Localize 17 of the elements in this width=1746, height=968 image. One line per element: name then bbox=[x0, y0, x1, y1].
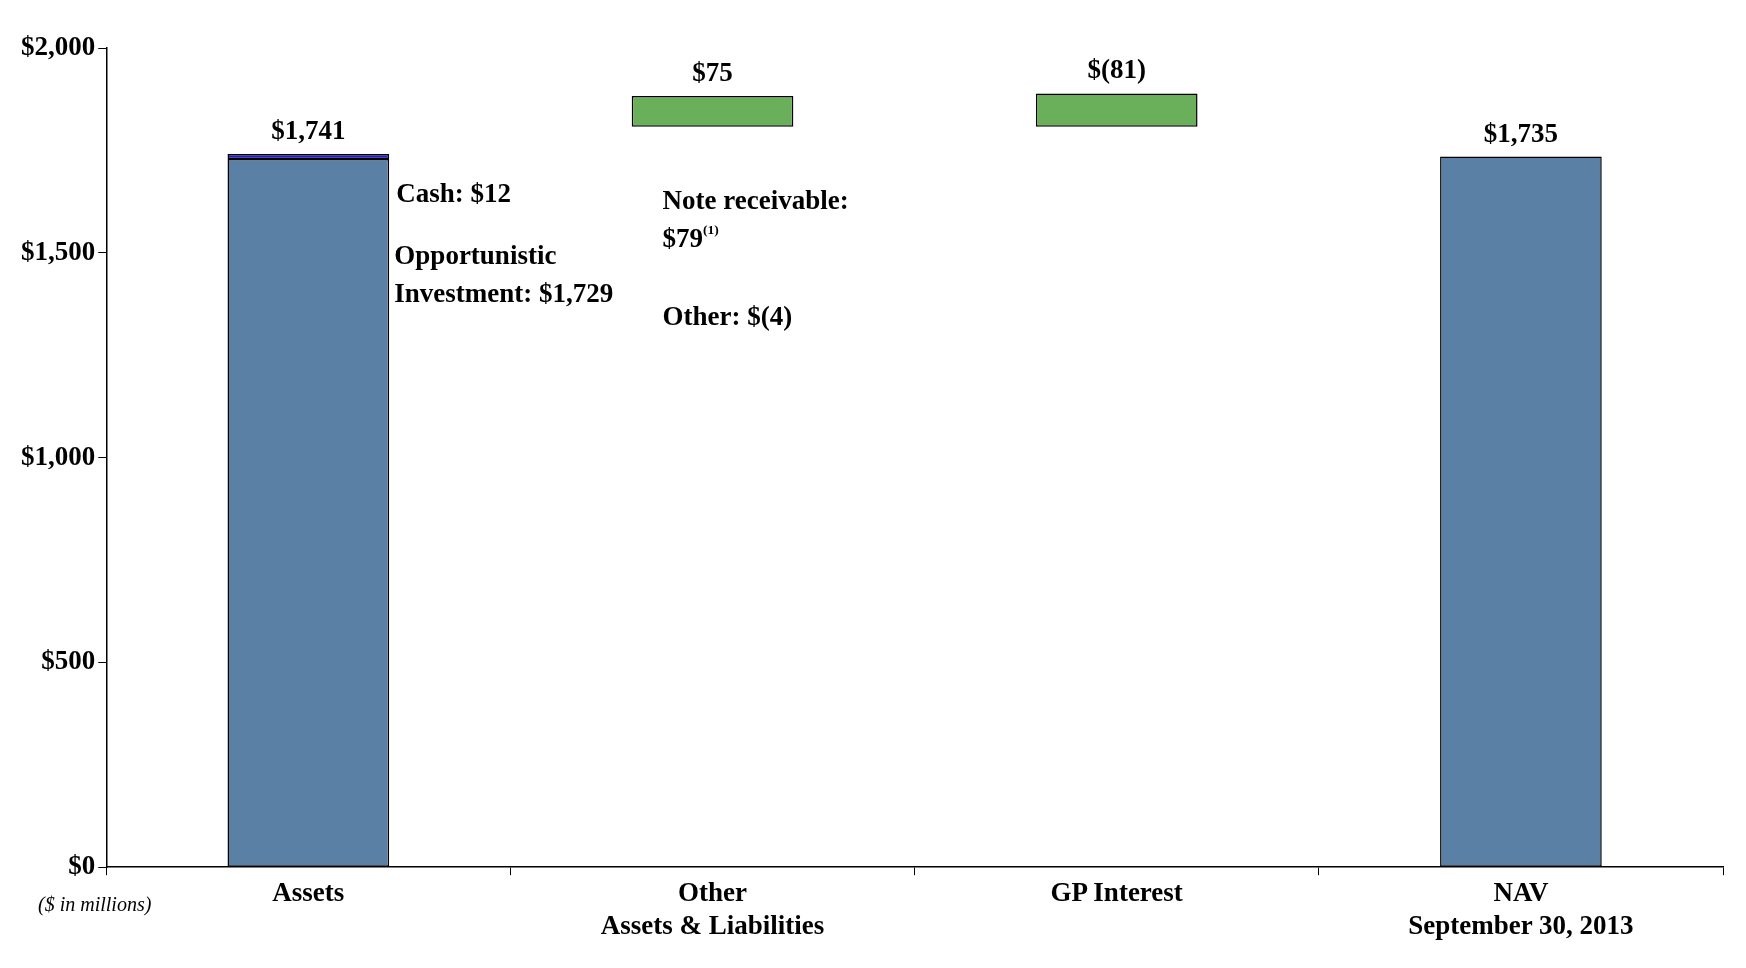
y-tick-label: $2,000 bbox=[21, 30, 96, 61]
annotation: Other: $(4) bbox=[662, 301, 793, 332]
y-tick-label: $1,000 bbox=[21, 440, 96, 471]
annotation: Cash: $12 bbox=[396, 178, 512, 209]
y-tick-label: $500 bbox=[41, 645, 96, 676]
total-label: $(81) bbox=[1087, 54, 1146, 85]
total-label: $1,735 bbox=[1483, 117, 1559, 148]
text: ($ in millions) bbox=[38, 893, 152, 917]
y-tick-label: $1,500 bbox=[21, 235, 96, 266]
annotation: Opportunistic Investment: $1,729 bbox=[394, 239, 614, 308]
x-tick-label: NAV September 30, 2013 bbox=[1408, 877, 1634, 940]
total-label: $1,741 bbox=[271, 115, 346, 146]
x-tick-label: Assets bbox=[272, 877, 345, 908]
x-tick-label: Other Assets & Liabilities bbox=[600, 877, 825, 940]
y-tick-label: $0 bbox=[68, 850, 96, 881]
total-label: $75 bbox=[692, 56, 733, 87]
x-tick-label: GP Interest bbox=[1050, 877, 1183, 908]
